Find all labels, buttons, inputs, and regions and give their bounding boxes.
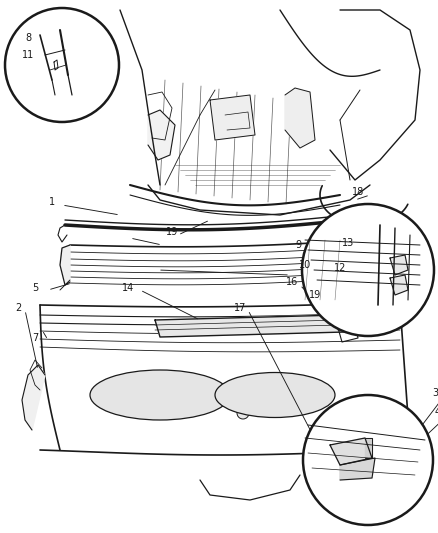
Text: 14: 14: [122, 283, 134, 293]
Text: 4: 4: [435, 407, 438, 417]
Text: 9: 9: [295, 240, 301, 250]
Polygon shape: [22, 365, 45, 430]
Circle shape: [237, 407, 249, 419]
Text: 8: 8: [25, 33, 31, 43]
Polygon shape: [365, 438, 372, 458]
Text: 17: 17: [234, 303, 246, 313]
Ellipse shape: [90, 370, 230, 420]
Polygon shape: [390, 275, 408, 295]
Text: 10: 10: [299, 260, 311, 270]
Text: 18: 18: [352, 187, 364, 197]
Polygon shape: [210, 95, 255, 140]
Polygon shape: [390, 255, 408, 275]
Text: 7: 7: [32, 333, 38, 343]
Circle shape: [302, 204, 434, 336]
Text: 1: 1: [49, 197, 55, 207]
Text: 19: 19: [309, 290, 321, 300]
Text: 19: 19: [166, 227, 178, 237]
Circle shape: [315, 440, 325, 450]
Polygon shape: [340, 458, 375, 480]
Ellipse shape: [215, 373, 335, 417]
Text: 5: 5: [32, 283, 38, 293]
Circle shape: [5, 8, 119, 122]
Text: 12: 12: [334, 263, 346, 273]
Circle shape: [238, 386, 248, 396]
Text: 11: 11: [22, 50, 34, 60]
Text: 2: 2: [15, 303, 21, 313]
Circle shape: [303, 395, 433, 525]
Polygon shape: [60, 245, 70, 285]
Text: 3: 3: [432, 388, 438, 398]
Polygon shape: [330, 438, 372, 465]
Polygon shape: [155, 315, 345, 337]
Polygon shape: [148, 110, 175, 160]
Text: 13: 13: [342, 238, 354, 248]
Polygon shape: [285, 88, 315, 148]
Text: 16: 16: [286, 277, 298, 287]
